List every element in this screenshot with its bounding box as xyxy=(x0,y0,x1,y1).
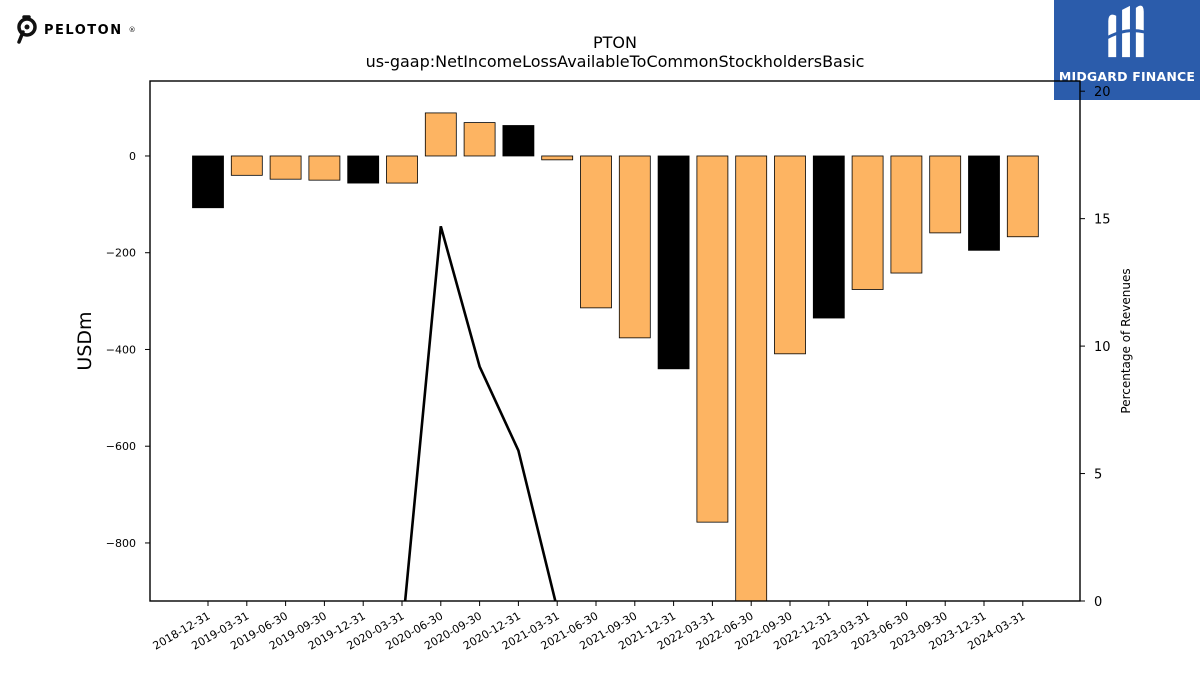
y2-tick-label: 20 xyxy=(1094,85,1111,100)
bar xyxy=(308,155,341,181)
peloton-logo: PELOTON ® xyxy=(14,14,136,46)
midgard-finance-logo: MIDGARD FINANCE xyxy=(1054,0,1200,100)
chart-title: PTON xyxy=(593,33,637,52)
bar xyxy=(269,155,302,180)
bar xyxy=(502,125,535,157)
bar xyxy=(580,155,612,309)
y-axis-label: USDm xyxy=(74,311,96,370)
bar xyxy=(774,155,806,355)
y2-axis-label: Percentage of Revenues xyxy=(1119,268,1133,413)
y-tick-label: −600 xyxy=(106,440,136,453)
bar xyxy=(812,155,845,319)
bar xyxy=(424,112,457,157)
bar xyxy=(968,155,1000,251)
percentage-line xyxy=(403,225,557,601)
bar xyxy=(735,155,768,601)
bar xyxy=(851,155,884,290)
bar xyxy=(541,155,574,161)
chart-subtitle: us-gaap:NetIncomeLossAvailableToCommonSt… xyxy=(365,52,865,71)
y2-tick-label: 10 xyxy=(1094,340,1111,355)
plot-frame xyxy=(149,80,1081,602)
bar xyxy=(890,155,923,274)
partner-name: MIDGARD FINANCE xyxy=(1058,69,1196,84)
y-tick-label: −400 xyxy=(106,343,136,356)
brand-trademark: ® xyxy=(128,26,136,34)
bar xyxy=(929,155,962,234)
bar xyxy=(1006,155,1039,238)
bar xyxy=(657,155,690,370)
bar xyxy=(347,155,380,184)
y-tick-label: 0 xyxy=(129,150,136,163)
y-tick-label: −800 xyxy=(106,537,136,550)
bar xyxy=(230,155,263,176)
y2-tick-label: 0 xyxy=(1094,595,1102,610)
midgard-m-icon xyxy=(1103,5,1151,58)
y2-tick-label: 15 xyxy=(1094,213,1111,228)
bar xyxy=(618,155,651,339)
bar xyxy=(696,155,729,523)
brand-name: PELOTON xyxy=(44,22,123,38)
bar xyxy=(463,122,496,157)
y-tick-label: −200 xyxy=(106,247,136,260)
y2-tick-label: 5 xyxy=(1094,468,1102,483)
peloton-p-icon xyxy=(17,15,37,44)
bar xyxy=(386,155,418,184)
bar xyxy=(192,155,224,209)
